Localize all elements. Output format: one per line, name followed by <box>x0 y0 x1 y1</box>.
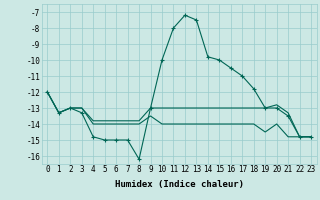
X-axis label: Humidex (Indice chaleur): Humidex (Indice chaleur) <box>115 180 244 189</box>
